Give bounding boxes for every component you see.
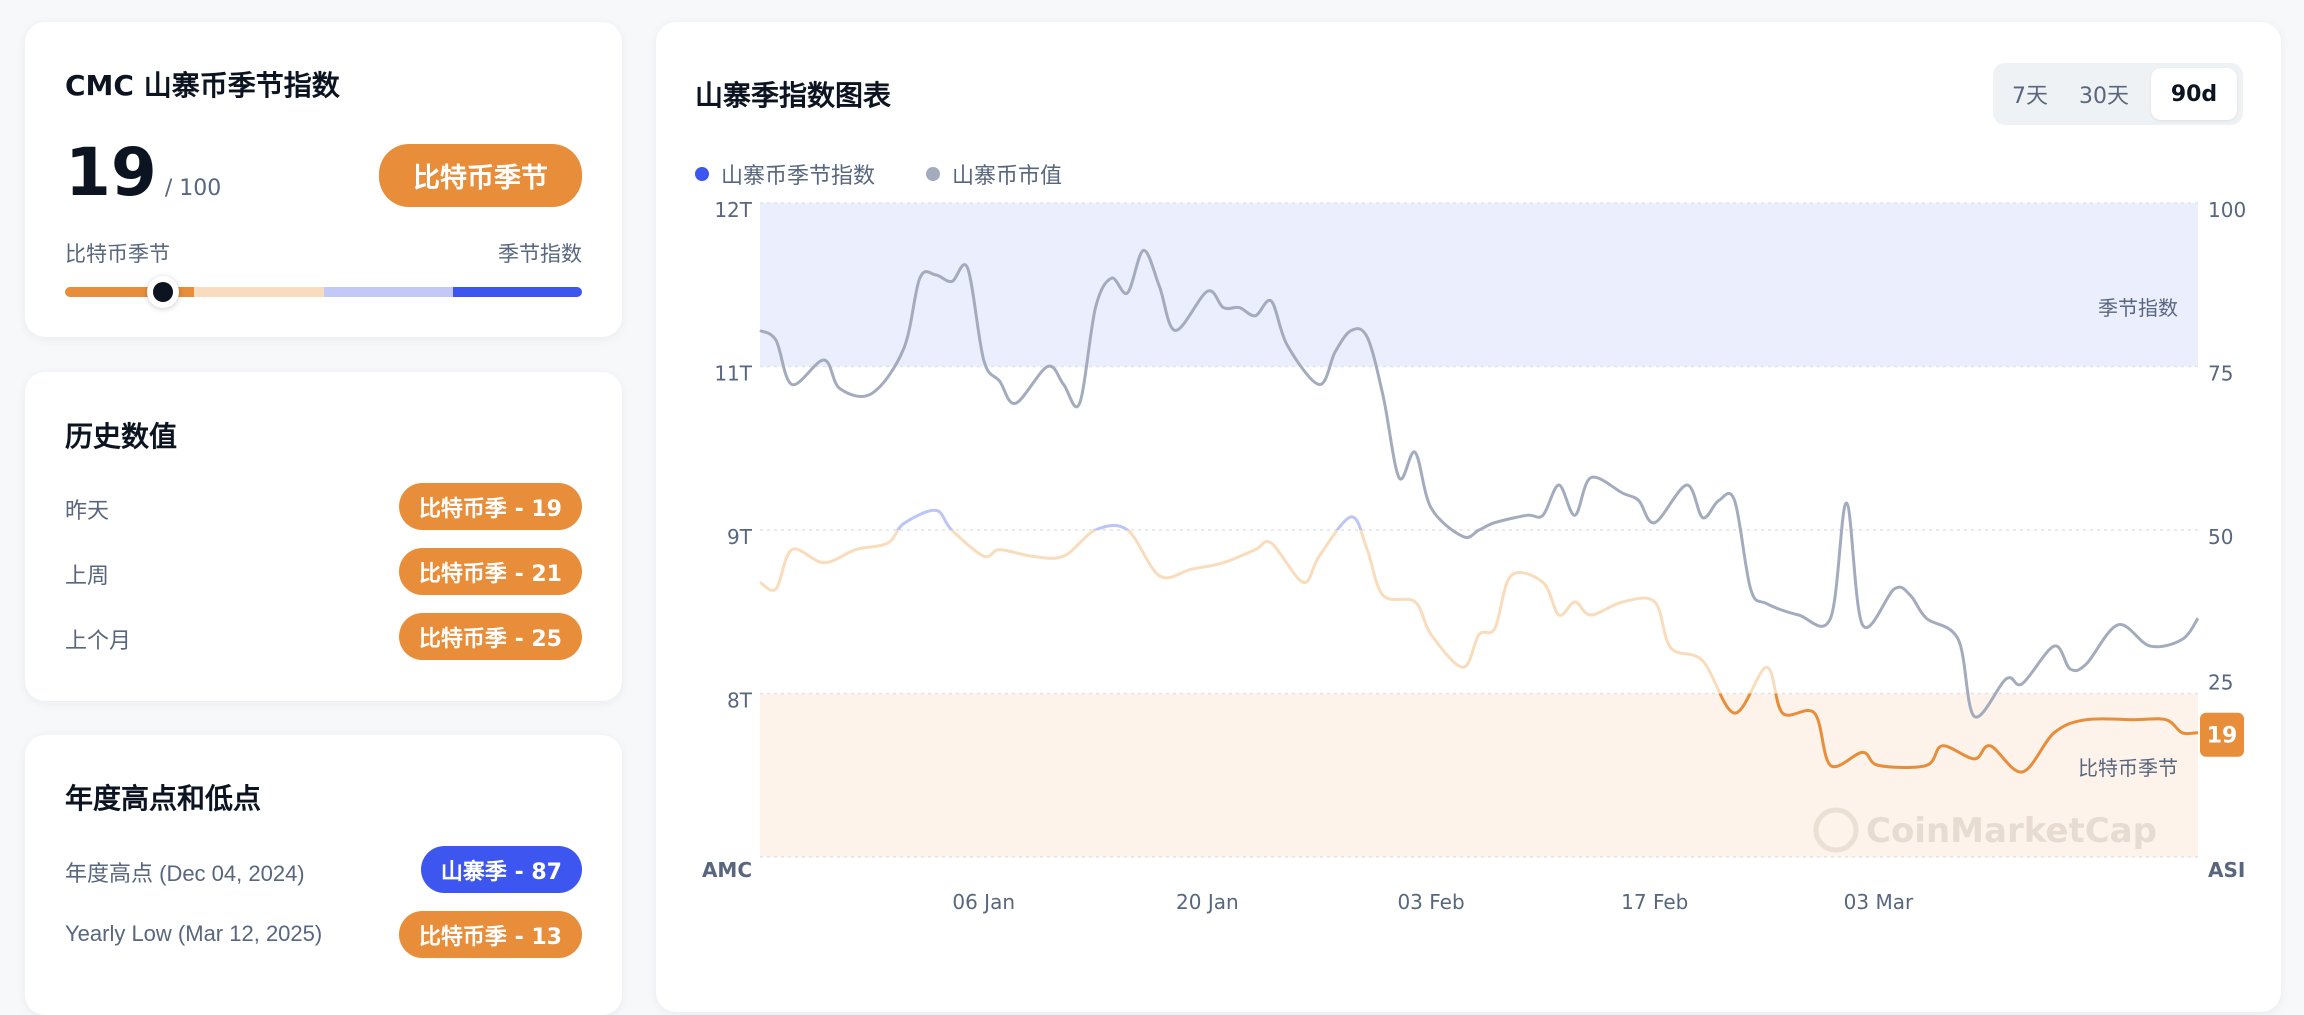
- legend-item-marketcap[interactable]: 山寨币市值: [926, 158, 1062, 190]
- index-value: 19 / 100: [65, 134, 221, 211]
- left-tick-label: 9T: [727, 525, 753, 549]
- legend-dot-icon: [695, 167, 709, 181]
- left-tick-label: 8T: [727, 689, 753, 713]
- right-tick-label: 75: [2208, 362, 2233, 386]
- legend-label: 山寨币市值: [952, 164, 1063, 189]
- watermark-icon: [1813, 807, 1859, 853]
- range-7d[interactable]: 7天: [2012, 84, 2048, 109]
- row-label: 上周: [65, 563, 110, 588]
- season-badge: 山寨季 - 87: [420, 846, 582, 893]
- right-tick-label: 100: [2208, 198, 2246, 222]
- legend-item-index[interactable]: 山寨币季节指数: [695, 158, 875, 190]
- left-axis-label: AMC: [702, 858, 752, 882]
- zone-label-altseason: 季节指数: [2098, 296, 2178, 320]
- x-tick-label: 03 Feb: [1397, 890, 1464, 914]
- x-tick-label: 06 Jan: [952, 890, 1015, 914]
- index-number: 19: [65, 134, 157, 211]
- history-card: 历史数值 昨天 比特币季 - 19 上周 比特币季 - 21 上个月 比特币季 - 25: [25, 372, 622, 701]
- season-scale-bar: [65, 287, 582, 297]
- x-tick-label: 20 Jan: [1176, 890, 1239, 914]
- season-index-card: CMC 山寨币季节指数 19 / 100 比特币季节 比特币季节 季节指数: [25, 22, 622, 337]
- season-badge: 比特币季 - 13: [398, 911, 582, 958]
- card-title: 年度高点和低点: [65, 782, 262, 815]
- chart-card: 山寨季指数图表 山寨币季节指数 山寨币市值 7天 30天 90d CoinMar…: [656, 22, 2281, 1012]
- index-max: / 100: [164, 176, 222, 201]
- range-toggle: 7天 30天 90d: [1993, 63, 2243, 125]
- row-label: 昨天: [65, 498, 110, 523]
- index-line: [759, 508, 2199, 774]
- status-badge: 比特币季节: [379, 144, 582, 207]
- zone-label-bitcoin: 比特币季节: [2078, 756, 2178, 780]
- zone-band: [760, 693, 2198, 857]
- card-title: CMC 山寨币季节指数: [65, 69, 340, 102]
- left-tick-label: 12T: [714, 198, 752, 222]
- scale-left-label: 比特币季节: [65, 242, 170, 266]
- range-90d[interactable]: 90d: [2151, 68, 2237, 120]
- yearly-high-low-card: 年度高点和低点 年度高点 (Dec 04, 2024) 山寨季 - 87 Yearl…: [25, 735, 622, 1015]
- legend-label: 山寨币季节指数: [721, 164, 876, 189]
- scale-marker: [147, 276, 180, 308]
- current-value-label: 19: [2207, 724, 2238, 749]
- marketcap-line: [759, 248, 2200, 719]
- row-label: 上个月: [65, 628, 132, 653]
- right-tick-label: 25: [2208, 671, 2233, 695]
- zone-band: [760, 203, 2198, 367]
- row-label: 年度高点 (Dec 04, 2024): [65, 861, 305, 886]
- right-tick-label: 50: [2208, 525, 2233, 549]
- x-tick-label: 03 Mar: [1844, 890, 1914, 914]
- left-tick-label: 11T: [714, 362, 752, 386]
- season-badge: 比特币季 - 21: [398, 548, 582, 595]
- season-badge: 比特币季 - 25: [398, 613, 582, 660]
- legend-dot-icon: [926, 167, 940, 181]
- range-30d[interactable]: 30天: [2079, 84, 2129, 109]
- chart-title: 山寨季指数图表: [695, 79, 892, 112]
- season-badge: 比特币季 - 19: [398, 483, 582, 530]
- row-label: Yearly Low (Mar 12, 2025): [65, 921, 323, 946]
- watermark-logo: CoinMarketCap: [1866, 811, 2157, 851]
- scale-right-label: 季节指数: [498, 242, 582, 266]
- right-axis-label: ASI: [2208, 858, 2245, 882]
- card-title: 历史数值: [65, 420, 178, 453]
- x-tick-label: 17 Feb: [1621, 890, 1688, 914]
- current-value-badge: [2200, 712, 2244, 757]
